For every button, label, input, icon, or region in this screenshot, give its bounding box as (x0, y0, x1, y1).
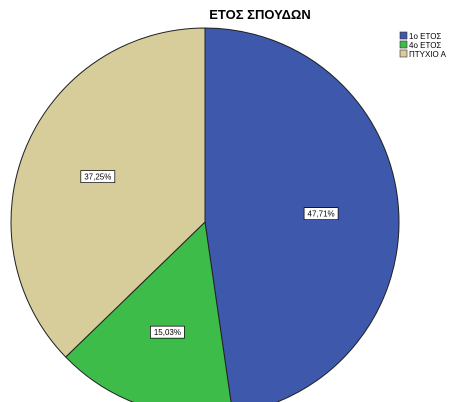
svg-text:37,25%: 37,25% (84, 173, 111, 182)
legend-swatch (399, 49, 408, 58)
legend-swatch (399, 40, 408, 49)
legend-item: 1ο ΕΤΟΣ (399, 31, 441, 41)
legend-item: 4ο ΕΤΟΣ (399, 40, 441, 50)
pie-slices (10, 27, 400, 402)
slice-labels: 47,71% 15,03% 37,25% (80, 170, 339, 339)
pie-slice (10, 27, 206, 358)
slice-data-label: 47,71% (303, 207, 339, 221)
legend-label: 4ο ΕΤΟΣ (409, 41, 441, 50)
svg-text:15,03%: 15,03% (154, 328, 181, 337)
legend-item: ΠΤΥΧΙΟ Α (399, 49, 447, 59)
svg-text:47,71%: 47,71% (308, 210, 335, 219)
legend-label: 1ο ΕΤΟΣ (409, 32, 441, 41)
slice-data-label: 37,25% (80, 170, 116, 183)
pie-slice (204, 27, 400, 402)
legend-swatch (399, 31, 408, 40)
chart-title: ΕΤΟΣ ΣΠΟΥΔΩΝ (209, 7, 311, 22)
pie-slice (65, 220, 232, 402)
slice-data-label: 15,03% (150, 325, 185, 339)
legend-label: ΠΤΥΧΙΟ Α (409, 50, 447, 59)
